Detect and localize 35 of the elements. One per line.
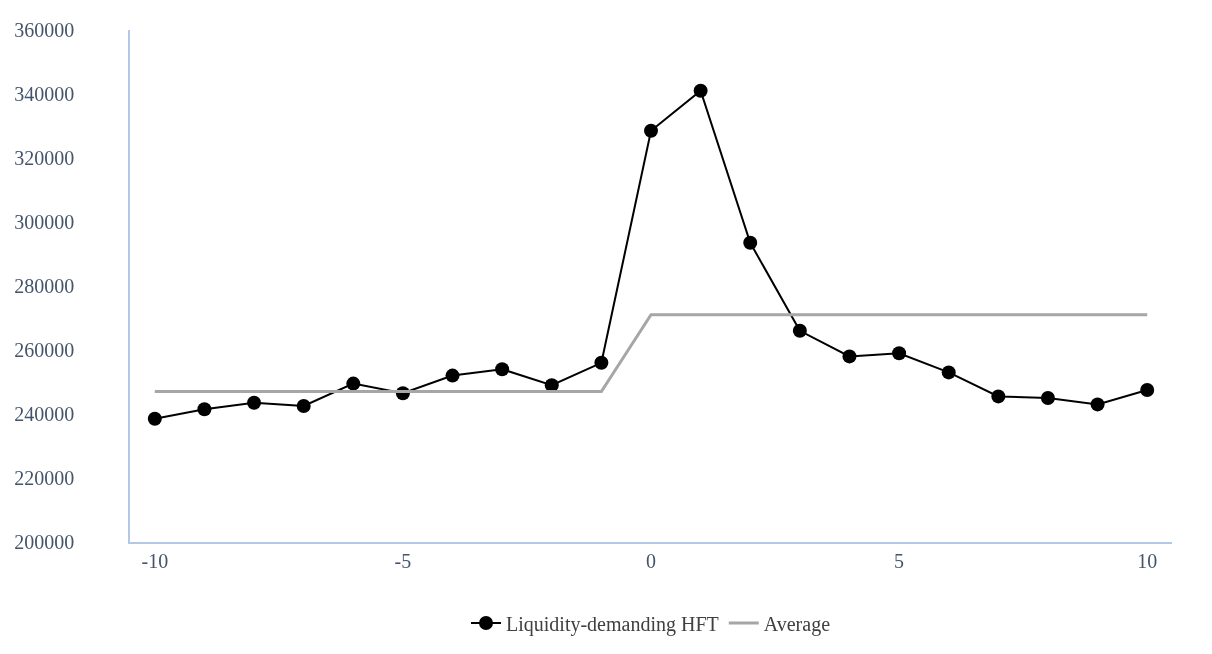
point (445, 368, 460, 383)
y-tick-label: 200000 (14, 531, 75, 553)
point (693, 83, 708, 98)
point (197, 402, 212, 417)
point (1140, 383, 1155, 397)
legend-label: Average (763, 612, 831, 636)
x-tick-label: -5 (394, 549, 412, 572)
y-tick-label: 360000 (14, 19, 75, 41)
y-tick-label: 260000 (14, 339, 75, 361)
legend-label: Liquidity-demanding HFT (506, 612, 719, 636)
point (842, 349, 857, 364)
point (147, 411, 162, 426)
x-tick-label: 10 (1137, 549, 1158, 572)
y-tick-label: 320000 (14, 147, 75, 169)
point (644, 123, 658, 138)
point (941, 365, 956, 380)
point (1040, 391, 1055, 405)
point (247, 395, 262, 410)
point (495, 362, 510, 377)
point (991, 389, 1006, 404)
x-tick-label: -10 (141, 549, 169, 572)
y-tick-label: 220000 (14, 467, 75, 489)
point (594, 355, 609, 370)
y-tick-label: 280000 (14, 275, 75, 297)
y-tick-label: 300000 (14, 211, 75, 233)
x-tick-label: 5 (894, 549, 905, 572)
point (892, 346, 907, 361)
point (743, 235, 758, 250)
y-tick-label: 340000 (14, 83, 75, 105)
point (1090, 397, 1105, 412)
x-tick-label: 0 (646, 549, 656, 572)
y-tick-label: 240000 (14, 403, 75, 425)
point (346, 376, 361, 391)
point (792, 323, 807, 338)
point (296, 399, 311, 413)
